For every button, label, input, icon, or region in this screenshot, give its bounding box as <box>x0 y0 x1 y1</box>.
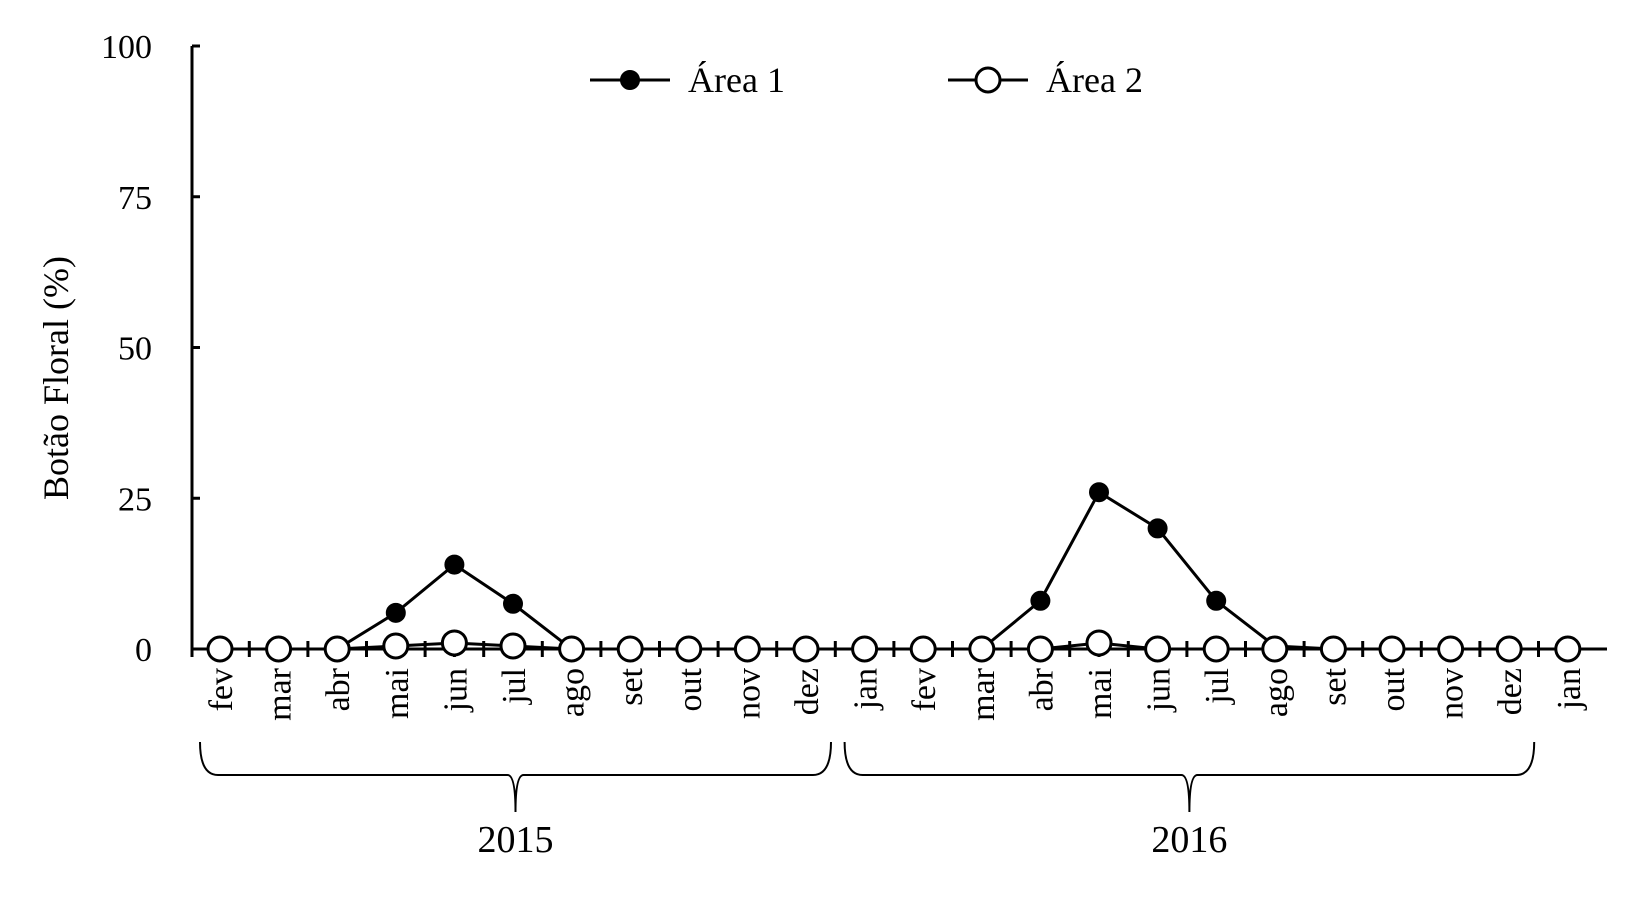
x-tick-label: jan <box>848 668 885 711</box>
data-point-area-2 <box>1319 635 1347 663</box>
x-tick-label: nov <box>1434 668 1471 719</box>
x-tick-label: jun <box>1141 668 1178 712</box>
legend-marker-area-2 <box>974 66 1002 94</box>
y-ticks: 0 25 50 75 100 <box>101 29 200 669</box>
data-point-area-2 <box>499 632 527 660</box>
data-point-area-2 <box>558 635 586 663</box>
data-point-area-2 <box>206 635 234 663</box>
data-point-area-2 <box>1554 635 1582 663</box>
data-point-area-2 <box>1144 635 1172 663</box>
data-point-area-2 <box>616 635 644 663</box>
x-tick-label: mar <box>965 667 1002 721</box>
data-point-area-2 <box>851 635 879 663</box>
x-tick-label: abr <box>320 667 357 711</box>
x-tick-label: ago <box>1258 668 1295 717</box>
x-tick-label: set <box>1316 667 1353 705</box>
x-tick-label: jun <box>437 668 474 712</box>
legend: Área 1 Área 2 <box>590 60 1143 100</box>
data-point-area-2 <box>792 635 820 663</box>
y-axis-title: Botão Floral (%) <box>36 256 76 500</box>
x-tick-label: fev <box>203 668 240 711</box>
data-point-area-2 <box>323 635 351 663</box>
data-point-area-2 <box>382 632 410 660</box>
data-point-area-1 <box>444 554 465 575</box>
data-point-area-2 <box>440 629 468 657</box>
data-point-area-2 <box>265 635 293 663</box>
legend-label-area-1: Área 1 <box>688 60 785 100</box>
x-tick-label: fev <box>906 668 943 711</box>
y-tick-label: 0 <box>135 632 152 669</box>
year-label: 2016 <box>1151 819 1227 861</box>
data-point-area-2 <box>1261 635 1289 663</box>
year-braces: 2015 2016 <box>199 741 1536 861</box>
x-tick-label: dez <box>1492 668 1529 715</box>
x-tick-label: jul <box>496 668 533 705</box>
data-point-area-1 <box>1089 482 1109 503</box>
legend-marker-area-1 <box>620 70 640 90</box>
legend-item-area-2: Área 2 <box>948 60 1143 100</box>
y-tick-label: 100 <box>101 29 152 66</box>
data-point-area-2 <box>1495 635 1523 663</box>
data-point-area-2 <box>675 635 703 663</box>
series-layer <box>206 482 1582 663</box>
data-point-area-2 <box>1202 635 1230 663</box>
y-tick-label: 50 <box>118 331 152 368</box>
data-point-area-1 <box>503 593 523 614</box>
data-point-area-2 <box>968 635 996 663</box>
x-tick-label: abr <box>1023 667 1060 711</box>
x-tick-label: mai <box>379 668 416 719</box>
x-tick-label: set <box>613 667 650 705</box>
data-point-area-2 <box>1437 635 1465 663</box>
data-point-area-1 <box>1206 590 1227 611</box>
year-brace <box>843 741 1536 813</box>
x-tick-label: nov <box>730 668 767 719</box>
data-point-area-2 <box>1085 629 1113 657</box>
legend-label-area-2: Área 2 <box>1046 60 1143 100</box>
x-tick-label: mar <box>262 667 299 721</box>
year-label: 2015 <box>478 819 554 861</box>
x-tick-label: jan <box>1551 668 1588 711</box>
data-point-area-1 <box>1030 590 1051 611</box>
x-tick-label: jul <box>1199 668 1236 705</box>
data-point-area-2 <box>1026 635 1054 663</box>
x-tick-label: out <box>672 667 709 711</box>
legend-item-area-1: Área 1 <box>590 60 785 100</box>
year-brace <box>199 741 832 813</box>
y-tick-label: 25 <box>118 481 152 518</box>
data-point-area-2 <box>1378 635 1406 663</box>
data-point-area-1 <box>385 602 406 623</box>
series-line-area-1 <box>220 490 1568 651</box>
data-point-area-1 <box>1147 518 1168 539</box>
x-tick-label: dez <box>789 668 826 715</box>
x-tick-label: mai <box>1082 668 1119 719</box>
data-point-area-2 <box>909 635 937 663</box>
x-tick-label: ago <box>555 668 592 717</box>
data-point-area-2 <box>733 635 761 663</box>
y-tick-label: 75 <box>118 180 152 217</box>
x-tick-label: out <box>1375 667 1412 711</box>
